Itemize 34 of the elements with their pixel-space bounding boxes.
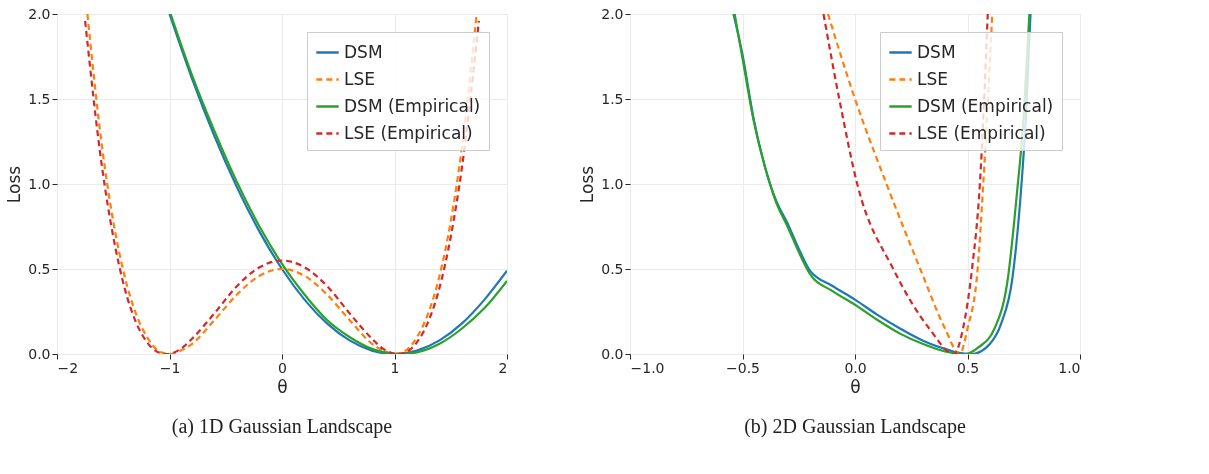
x-tick-label: 2	[498, 359, 508, 376]
y-tick-label: 1.5	[28, 90, 51, 107]
x-tick-label: 1	[390, 359, 400, 376]
legend-label: DSM	[917, 41, 956, 62]
legend-label: LSE (Empirical)	[917, 122, 1046, 143]
y-tick-label: 1.0	[28, 175, 51, 192]
y-tick-label: 1.5	[601, 90, 624, 107]
legend-label: LSE	[344, 68, 376, 89]
x-tick-label: −1	[159, 359, 181, 376]
x-axis-title: θ	[277, 376, 288, 397]
legend-label: LSE	[917, 68, 949, 89]
x-tick-label: −2	[57, 359, 79, 376]
x-axis-title: θ	[850, 376, 861, 397]
text: (b) 2D Gaussian Landscape	[744, 415, 966, 438]
y-axis-title: Loss	[577, 165, 598, 204]
y-tick-label: 1.0	[601, 175, 624, 192]
legend-label: LSE (Empirical)	[344, 122, 473, 143]
x-tick-label: −1.0	[630, 359, 665, 376]
legend-label: DSM (Empirical)	[344, 95, 481, 116]
y-tick-label: 0.0	[28, 345, 51, 362]
y-tick-label: 0.5	[601, 260, 624, 277]
x-tick-label: 0	[278, 359, 287, 376]
text: (a) 1D Gaussian Landscape	[171, 415, 393, 438]
x-tick-label: −0.5	[726, 359, 760, 376]
x-tick-label: 1.0	[1058, 359, 1081, 376]
x-tick-label: 0.5	[956, 359, 980, 376]
legend-label: DSM	[344, 41, 383, 62]
y-tick-label: 0.0	[601, 345, 624, 362]
y-tick-label: 2.0	[28, 5, 51, 22]
y-tick-label: 0.5	[28, 260, 51, 277]
x-tick-label: 0.0	[844, 359, 867, 376]
y-axis-title: Loss	[4, 165, 25, 204]
y-tick-label: 2.0	[601, 5, 624, 22]
legend-label: DSM (Empirical)	[917, 95, 1054, 116]
